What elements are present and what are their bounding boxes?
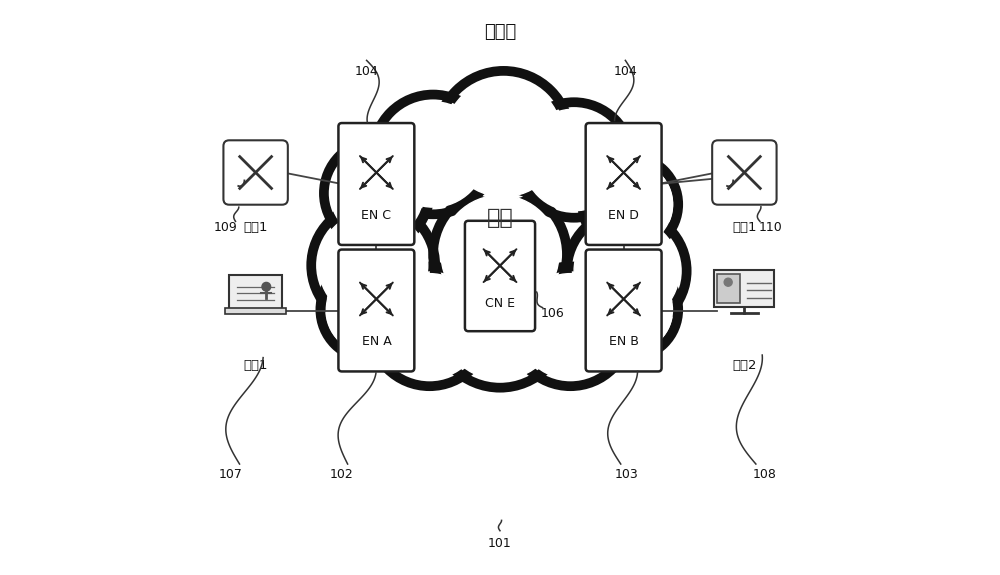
Text: EN A: EN A — [362, 335, 391, 348]
Text: 网络域: 网络域 — [484, 22, 516, 41]
Text: 110: 110 — [758, 221, 782, 233]
Text: 104: 104 — [613, 66, 637, 78]
Circle shape — [320, 260, 419, 359]
Text: 主机2: 主机2 — [732, 359, 757, 371]
Text: EN D: EN D — [608, 209, 639, 221]
FancyBboxPatch shape — [223, 140, 288, 205]
Circle shape — [373, 94, 493, 214]
Circle shape — [582, 262, 678, 358]
Text: CN E: CN E — [485, 297, 515, 311]
Circle shape — [326, 266, 413, 353]
Circle shape — [441, 196, 559, 313]
Circle shape — [441, 262, 559, 380]
Circle shape — [330, 147, 423, 240]
Circle shape — [433, 187, 567, 321]
Circle shape — [311, 204, 435, 327]
Circle shape — [377, 274, 482, 379]
Bar — [717, 274, 740, 302]
Text: 107: 107 — [219, 468, 243, 481]
Circle shape — [380, 102, 486, 207]
Bar — [714, 270, 774, 307]
Text: 104: 104 — [355, 66, 378, 78]
Circle shape — [445, 79, 562, 197]
Circle shape — [567, 211, 687, 331]
Circle shape — [324, 140, 430, 246]
Text: EN C: EN C — [361, 209, 391, 221]
Circle shape — [518, 274, 623, 379]
Text: 109: 109 — [213, 221, 237, 233]
FancyBboxPatch shape — [338, 250, 414, 371]
Text: 103: 103 — [615, 468, 638, 481]
Text: EN B: EN B — [609, 335, 639, 348]
Circle shape — [516, 102, 632, 218]
Circle shape — [588, 162, 672, 247]
Text: 网络: 网络 — [487, 209, 513, 228]
Text: 主机1: 主机1 — [243, 359, 268, 371]
Circle shape — [574, 218, 679, 324]
Bar — [229, 275, 282, 309]
Text: 102: 102 — [330, 468, 354, 481]
Circle shape — [433, 254, 567, 388]
FancyBboxPatch shape — [465, 221, 535, 331]
Circle shape — [370, 266, 489, 386]
FancyBboxPatch shape — [586, 123, 662, 245]
Text: 节点1: 节点1 — [732, 221, 757, 233]
FancyBboxPatch shape — [586, 250, 662, 371]
Text: 106: 106 — [541, 307, 565, 320]
Circle shape — [319, 211, 428, 320]
Circle shape — [582, 156, 678, 252]
Circle shape — [523, 109, 625, 211]
FancyBboxPatch shape — [712, 140, 777, 205]
Circle shape — [262, 282, 271, 291]
Text: 108: 108 — [753, 468, 776, 481]
Bar — [225, 308, 286, 313]
Text: 101: 101 — [488, 537, 512, 550]
Circle shape — [511, 266, 630, 386]
FancyBboxPatch shape — [338, 123, 414, 245]
Text: 节点1: 节点1 — [243, 221, 268, 233]
Circle shape — [724, 278, 732, 286]
Circle shape — [437, 71, 570, 205]
Circle shape — [588, 267, 672, 352]
